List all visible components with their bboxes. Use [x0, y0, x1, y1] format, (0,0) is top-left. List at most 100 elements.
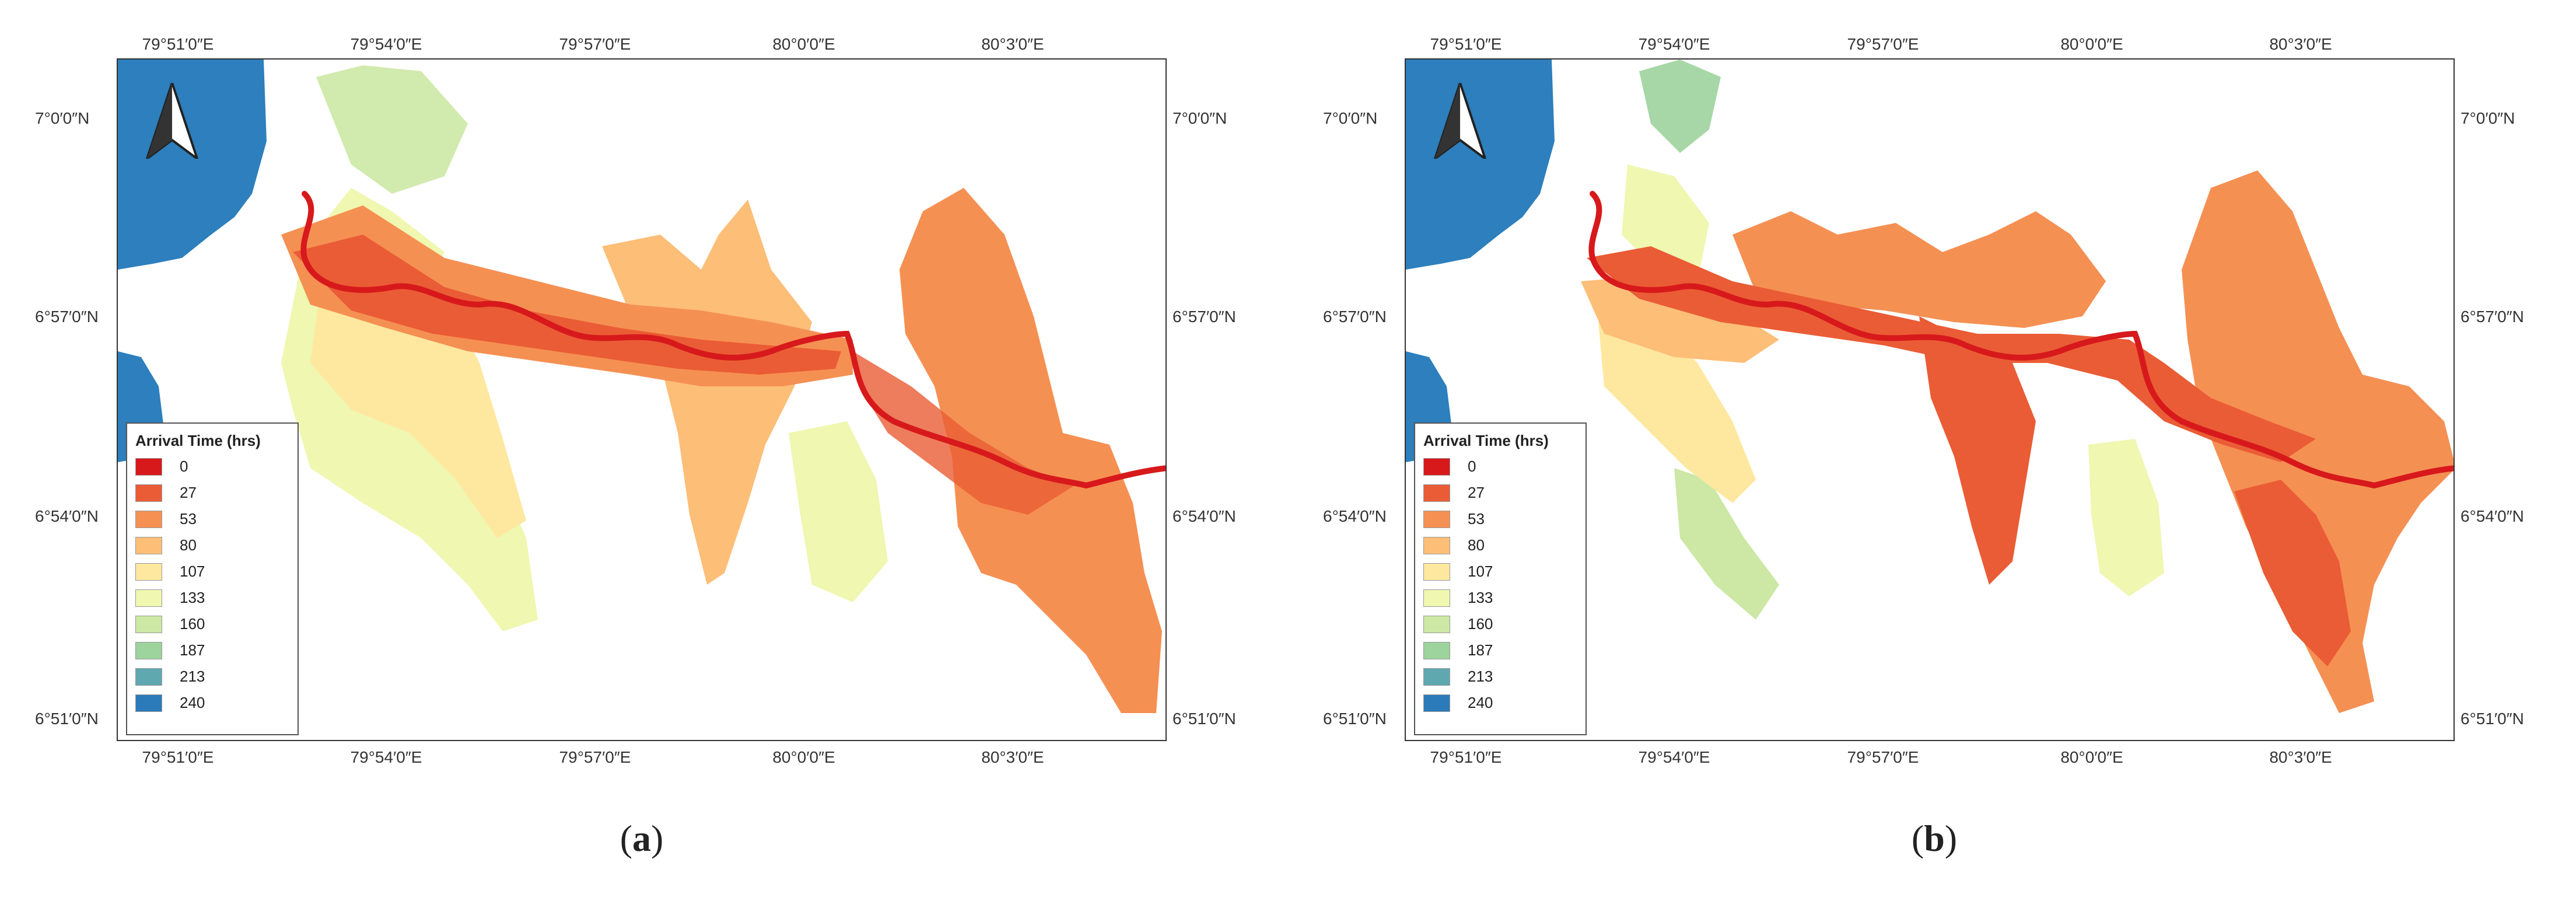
y-tick-right: 7°0′0″N: [2460, 109, 2515, 127]
legend-item: 0: [135, 453, 290, 480]
sea-area: [118, 60, 267, 270]
legend-swatch: [135, 510, 162, 528]
y-tick-left: 7°0′0″N: [1323, 109, 1378, 127]
legend-item: 80: [135, 532, 290, 558]
legend-label: 0: [180, 457, 188, 475]
y-tick-right: 6°57′0″N: [2460, 308, 2524, 326]
x-tick-bottom: 80°0′0″E: [2060, 748, 2123, 766]
flood-extent-80: [1581, 275, 1779, 363]
caption-letter: a: [632, 818, 651, 859]
map-panel-a: 79°51′0″E 79°54′0″E 79°57′0″E 80°0′0″E 8…: [35, 35, 1236, 859]
caption-letter: b: [1924, 818, 1945, 859]
legend-item: 133: [135, 585, 290, 611]
legend-swatch: [1423, 484, 1450, 502]
x-tick-top: 79°57′0″E: [559, 35, 631, 53]
legend-label: 160: [180, 615, 205, 633]
legend-item: 80: [1423, 532, 1578, 558]
legend-swatch: [135, 457, 162, 476]
legend-item: 160: [1423, 611, 1578, 637]
legend-label: 133: [1468, 589, 1493, 606]
flood-extent-27: [1587, 246, 2316, 462]
x-tick-top: 79°54′0″E: [350, 35, 422, 53]
legend-items: 0 27 53 80 107 133 160 187 213 240: [1423, 453, 1578, 716]
legend-swatch: [1423, 510, 1450, 528]
flood-extent-27: [293, 235, 841, 375]
flood-extent-27: [2234, 480, 2351, 666]
legend-item: 187: [135, 637, 290, 663]
y-tick-left: 6°54′0″N: [35, 507, 99, 525]
x-tick-top: 80°0′0″E: [772, 35, 835, 53]
legend-item: 53: [1423, 506, 1578, 532]
flood-extent-160: [1674, 468, 1779, 620]
legend-item: 240: [135, 690, 290, 716]
legend-swatch: [1423, 563, 1450, 581]
legend-swatch: [135, 536, 162, 554]
flood-extent-133: [789, 421, 888, 602]
legend-item: 133: [1423, 585, 1578, 611]
map-frame: Arrival Time (hrs) 0 27 53 80 107 133 160 187 21…: [117, 58, 1167, 741]
y-tick-left: 6°54′0″N: [1323, 507, 1387, 525]
flood-extent-53: [1732, 211, 2106, 328]
y-tick-right: 6°51′0″N: [2460, 710, 2524, 728]
legend: Arrival Time (hrs) 0 27 53 80 107 133 160 187 21…: [126, 422, 299, 735]
flood-extent-53: [900, 188, 1162, 713]
legend-label: 107: [180, 563, 205, 580]
river-channel: [1588, 191, 2454, 489]
y-tick-left: 6°57′0″N: [35, 308, 99, 326]
legend-label: 133: [180, 589, 205, 606]
caption-open: (: [1911, 818, 1924, 859]
legend-item: 27: [1423, 480, 1578, 506]
legend-swatch: [135, 615, 162, 633]
legend-swatch: [1423, 694, 1450, 712]
flood-extent-27: [1919, 316, 2036, 585]
north-arrow-icon: [1434, 83, 1486, 159]
legend-item: 107: [135, 558, 290, 585]
legend-swatch: [135, 484, 162, 502]
x-tick-bottom: 79°54′0″E: [350, 748, 422, 766]
inundation-map: [1406, 60, 2454, 713]
x-tick-bottom: 80°0′0″E: [772, 748, 835, 766]
legend-label: 27: [180, 484, 197, 501]
flood-extent-133: [2088, 439, 2164, 596]
y-tick-left: 7°0′0″N: [35, 109, 90, 127]
legend-swatch: [1423, 668, 1450, 686]
x-tick-top: 79°51′0″E: [1430, 35, 1502, 53]
inundation-map: [118, 60, 1166, 713]
legend-label: 213: [180, 668, 205, 685]
flood-extent-27: [853, 351, 1074, 515]
x-tick-bottom: 80°3′0″E: [981, 748, 1044, 766]
x-tick-bottom: 79°57′0″E: [559, 748, 631, 766]
flood-extent-160: [1639, 60, 1721, 153]
map-frame: Arrival Time (hrs) 0 27 53 80 107 133 160 187 21…: [1405, 58, 2455, 741]
y-tick-right: 6°57′0″N: [1172, 308, 1236, 326]
legend-swatch: [1423, 589, 1450, 607]
legend-label: 187: [1468, 641, 1493, 659]
legend-swatch: [1423, 615, 1450, 633]
map-panel-b: 79°51′0″E 79°54′0″E 79°57′0″E 80°0′0″E 8…: [1288, 0, 2576, 922]
north-arrow-icon: [146, 83, 198, 159]
y-tick-right: 6°54′0″N: [1172, 507, 1236, 525]
sea-area: [1406, 60, 1555, 270]
legend-label: 80: [180, 536, 197, 554]
legend-item: 0: [1423, 453, 1578, 480]
legend-item: 213: [135, 663, 290, 690]
legend-items: 0 27 53 80 107 133 160 187 213 240: [135, 453, 290, 716]
x-tick-bottom: 79°51′0″E: [1430, 748, 1502, 766]
panel-caption: (b): [1912, 817, 1957, 860]
legend-label: 27: [1468, 484, 1485, 501]
y-tick-left: 6°51′0″N: [1323, 710, 1387, 728]
x-tick-top: 80°3′0″E: [2269, 35, 2332, 53]
flood-extent-53: [2182, 170, 2454, 713]
legend-label: 240: [1468, 694, 1493, 711]
legend-item: 213: [1423, 663, 1578, 690]
y-tick-left: 6°51′0″N: [35, 710, 99, 728]
legend-item: 27: [135, 480, 290, 506]
legend-swatch: [1423, 536, 1450, 554]
legend-item: 240: [1423, 690, 1578, 716]
legend-label: 160: [1468, 615, 1493, 633]
y-tick-right: 6°51′0″N: [1172, 710, 1236, 728]
legend: Arrival Time (hrs) 0 27 53 80 107 133 160 187 21…: [1414, 422, 1587, 735]
flood-extent-160: [316, 65, 468, 194]
legend-label: 53: [180, 510, 197, 528]
legend-label: 107: [1468, 563, 1493, 580]
